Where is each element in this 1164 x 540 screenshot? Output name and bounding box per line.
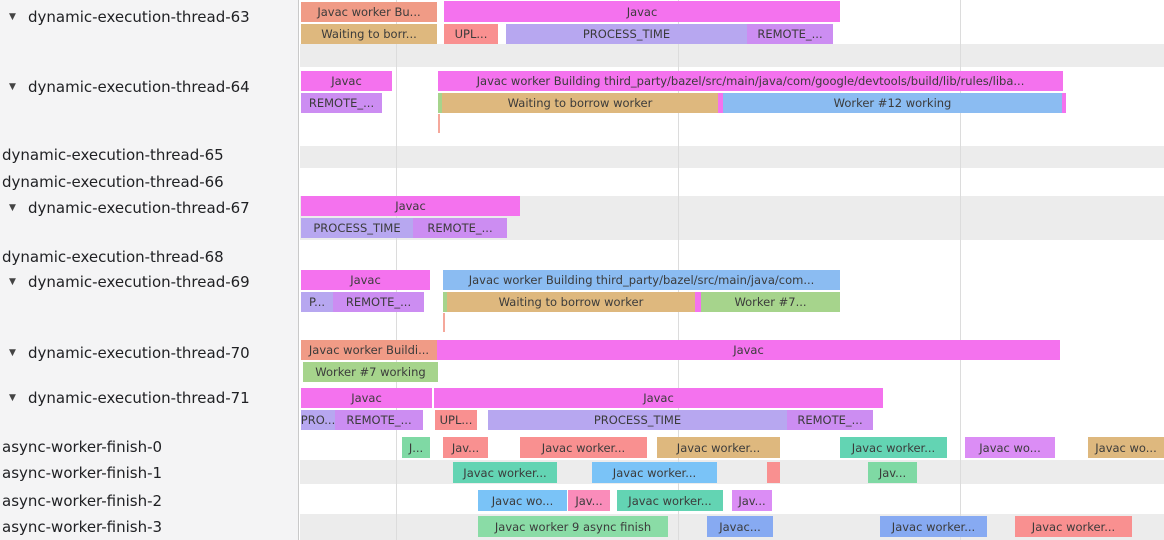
track-name-text: dynamic-execution-thread-64 — [28, 78, 250, 96]
track-label[interactable]: ▼ dynamic-execution-thread-71 — [9, 389, 250, 407]
slice-bar[interactable]: REMOTE_... — [335, 410, 423, 430]
track-label[interactable]: ▼ dynamic-execution-thread-70 — [9, 344, 250, 362]
slice-bar[interactable]: Javac — [437, 340, 1060, 360]
slice-bar[interactable]: REMOTE_... — [301, 93, 382, 113]
slice-bar[interactable]: REMOTE_... — [333, 292, 424, 312]
slice-bar[interactable]: UPL... — [435, 410, 477, 430]
track-name-text: dynamic-execution-thread-63 — [28, 8, 250, 26]
slice-bar[interactable]: Javac worker 9 async finish — [478, 516, 668, 537]
slice-bar[interactable] — [443, 292, 447, 312]
slice-bar[interactable]: UPL... — [444, 24, 498, 44]
slice-bar[interactable]: J... — [402, 437, 430, 458]
slice-bar[interactable]: Javac worker Buildi... — [301, 340, 437, 360]
slice-bar[interactable]: Jav... — [868, 462, 917, 483]
slice-bar[interactable]: Javac worker... — [1015, 516, 1132, 537]
track-name-text: async-worker-finish-2 — [2, 492, 163, 510]
track-label[interactable]: ▼ dynamic-execution-thread-67 — [9, 199, 250, 217]
track-label[interactable]: async-worker-finish-3 — [2, 518, 162, 536]
slice-bar[interactable]: Javac wo... — [478, 490, 567, 511]
track-label[interactable]: dynamic-execution-thread-66 — [2, 173, 224, 191]
slice-bar[interactable]: Javac — [444, 1, 840, 22]
track-name-text: dynamic-execution-thread-66 — [2, 173, 224, 191]
slice-bar[interactable]: REMOTE_... — [747, 24, 833, 44]
track-label[interactable]: ▼ dynamic-execution-thread-63 — [9, 8, 250, 26]
slice-bar[interactable]: REMOTE_... — [413, 218, 507, 238]
slice-bar[interactable]: Waiting to borr... — [301, 24, 437, 44]
track-label[interactable]: async-worker-finish-1 — [2, 464, 162, 482]
slice-bar[interactable]: PRO... — [301, 410, 335, 430]
slice-bar[interactable]: Javac worker... — [592, 462, 717, 483]
slice-bar[interactable]: Javac worker Building third_party/bazel/… — [443, 270, 840, 290]
slice-bar[interactable]: Javac worker... — [840, 437, 947, 458]
slice-bar[interactable]: Jav... — [443, 437, 488, 458]
slice-bar[interactable]: Jav... — [732, 490, 772, 511]
track-name-text: async-worker-finish-1 — [2, 464, 163, 482]
slice-bar[interactable]: Javac — [301, 196, 520, 216]
instant-marker[interactable] — [443, 313, 445, 332]
slice-bar[interactable]: Javac worker... — [880, 516, 987, 537]
slice-bar[interactable]: Javac worker... — [453, 462, 557, 483]
track-label[interactable]: ▼ dynamic-execution-thread-69 — [9, 273, 250, 291]
slice-bar[interactable]: REMOTE_... — [787, 410, 873, 430]
slice-bar[interactable]: Waiting to borrow worker — [442, 93, 718, 113]
slice-bar[interactable]: Javac wo... — [1088, 437, 1164, 458]
time-gridline — [960, 0, 961, 540]
track-label[interactable]: async-worker-finish-2 — [2, 492, 162, 510]
slice-bar[interactable] — [767, 462, 780, 483]
slice-bar[interactable]: PROCESS_TIME — [488, 410, 787, 430]
slice-bar[interactable]: P... — [301, 292, 333, 312]
expander-triangle-icon[interactable]: ▼ — [9, 393, 16, 403]
slice-bar[interactable]: Javac worker... — [617, 490, 723, 511]
row-stripe — [300, 146, 1164, 168]
slice-bar[interactable]: Worker #7 working — [303, 362, 438, 382]
row-stripe — [300, 44, 1164, 67]
track-label[interactable]: dynamic-execution-thread-68 — [2, 248, 224, 266]
expander-triangle-icon[interactable]: ▼ — [9, 82, 16, 92]
slice-bar[interactable]: Javac worker Building third_party/bazel/… — [438, 71, 1063, 91]
slice-bar[interactable]: Javac — [434, 388, 883, 408]
track-name-sidebar: ▼ dynamic-execution-thread-63 ▼ dynamic-exe… — [0, 0, 299, 540]
slice-bar[interactable] — [718, 93, 723, 113]
track-label[interactable]: dynamic-execution-thread-65 — [2, 146, 224, 164]
slice-bar[interactable] — [438, 93, 442, 113]
expander-triangle-icon[interactable]: ▼ — [9, 203, 16, 213]
slice-bar[interactable]: Javac — [301, 71, 392, 91]
track-name-text: dynamic-execution-thread-67 — [28, 199, 250, 217]
slice-bar[interactable]: Worker #7... — [701, 292, 840, 312]
track-name-text: dynamic-execution-thread-70 — [28, 344, 250, 362]
slice-bar[interactable]: Javac — [301, 270, 430, 290]
slice-bar[interactable]: Javac... — [707, 516, 773, 537]
slice-bar[interactable]: Waiting to borrow worker — [447, 292, 695, 312]
row-stripe — [300, 460, 1164, 484]
slice-bar[interactable]: Javac worker Bu... — [301, 2, 437, 22]
expander-triangle-icon[interactable]: ▼ — [9, 348, 16, 358]
slice-bar[interactable]: Jav... — [568, 490, 610, 511]
instant-marker[interactable] — [438, 114, 440, 133]
slice-bar[interactable]: Worker #12 working — [723, 93, 1062, 113]
slice-bar[interactable] — [1062, 93, 1066, 113]
track-name-text: dynamic-execution-thread-68 — [2, 248, 224, 266]
track-name-text: async-worker-finish-0 — [2, 438, 163, 456]
slice-bar[interactable]: Javac worker... — [520, 437, 647, 458]
slice-bar[interactable]: PROCESS_TIME — [506, 24, 747, 44]
expander-triangle-icon[interactable]: ▼ — [9, 12, 16, 22]
track-name-text: dynamic-execution-thread-69 — [28, 273, 250, 291]
slice-bar[interactable]: Javac — [301, 388, 432, 408]
slice-bar[interactable]: Javac worker... — [657, 437, 780, 458]
track-label[interactable]: async-worker-finish-0 — [2, 438, 162, 456]
expander-triangle-icon[interactable]: ▼ — [9, 277, 16, 287]
timeline-canvas[interactable]: Javac worker Bu... Javac Waiting to borr..… — [300, 0, 1164, 540]
track-label[interactable]: ▼ dynamic-execution-thread-64 — [9, 78, 250, 96]
track-name-text: async-worker-finish-3 — [2, 518, 163, 536]
slice-bar[interactable]: Javac wo... — [965, 437, 1055, 458]
track-name-text: dynamic-execution-thread-71 — [28, 389, 250, 407]
track-name-text: dynamic-execution-thread-65 — [2, 146, 224, 164]
slice-bar[interactable]: PROCESS_TIME — [301, 218, 413, 238]
slice-bar[interactable] — [695, 292, 701, 312]
